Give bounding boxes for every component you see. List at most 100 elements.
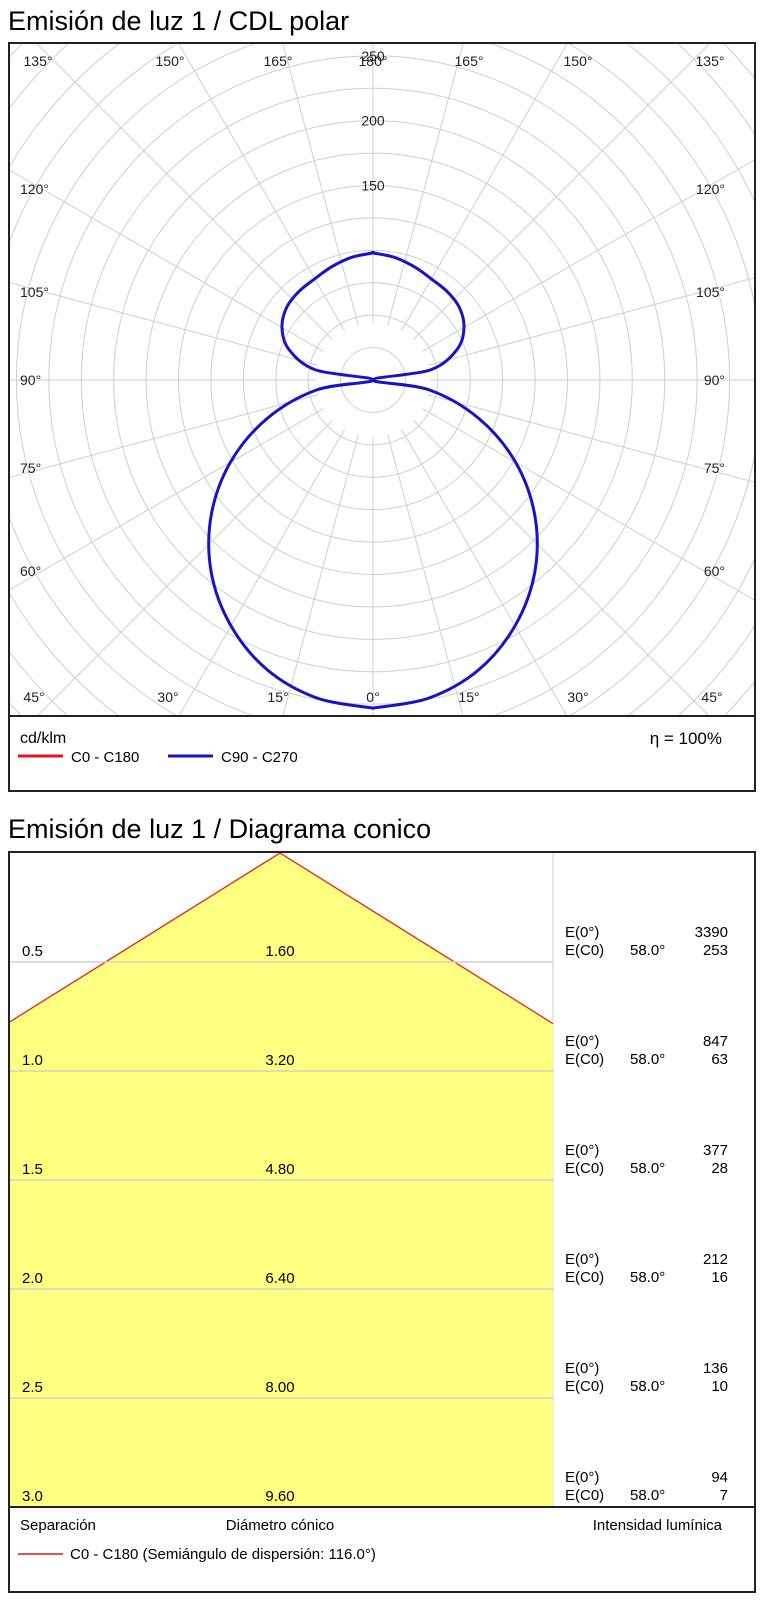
grid-spoke — [178, 429, 345, 716]
angle-label: 165° — [455, 53, 484, 69]
angle-label: 75° — [704, 460, 725, 476]
half-angle-value: 58.0° — [630, 1487, 665, 1504]
angle-label: 90° — [20, 372, 41, 388]
angle-label: 180° — [359, 53, 388, 69]
polar-chart: 150 200 250 135° 150° 165° 180° 165° 150° 135° 45°… — [10, 44, 754, 790]
ec0-label: E(C0) — [565, 1269, 604, 1286]
column-label-intensity: Intensidad lumínica — [593, 1517, 723, 1534]
grid-spoke — [178, 44, 345, 331]
cone-diameter-value: 3.20 — [265, 1052, 294, 1069]
grid-spoke — [387, 434, 464, 716]
grid-spoke — [401, 429, 568, 716]
grid-spoke — [282, 44, 359, 326]
e0-label: E(0°) — [565, 1033, 599, 1050]
separation-value: 0.5 — [22, 943, 43, 960]
angle-label: 60° — [704, 563, 725, 579]
angle-label: 150° — [564, 53, 593, 69]
angle-label: 75° — [20, 460, 41, 476]
series-curve-c90-c270 — [207, 250, 539, 710]
angle-label: 90° — [704, 372, 725, 388]
grid-spoke — [10, 394, 319, 478]
angle-label: 15° — [267, 689, 288, 705]
grid-circle — [340, 347, 406, 413]
half-angle-value: 58.0° — [630, 1160, 665, 1177]
illuminance-edge-value: 7 — [720, 1487, 728, 1504]
half-angle-value: 58.0° — [630, 942, 665, 959]
illuminance-center-value: 212 — [703, 1251, 728, 1268]
cone-diameter-value: 4.80 — [265, 1161, 294, 1178]
separation-value: 2.5 — [22, 1379, 43, 1396]
grid-circle — [10, 44, 754, 716]
grid-spoke — [422, 408, 754, 601]
cone-diameter-value: 6.40 — [265, 1270, 294, 1287]
grid-spoke — [427, 394, 754, 483]
illuminance-center-value: 847 — [703, 1033, 728, 1050]
legend-label: C0 - C180 — [71, 749, 139, 766]
unit-label: cd/klm — [20, 730, 66, 747]
angle-label: 120° — [696, 181, 725, 197]
polar-grid — [10, 44, 754, 790]
ec0-label: E(C0) — [565, 1160, 604, 1177]
grid-spoke — [427, 277, 754, 366]
illuminance-edge-value: 10 — [711, 1378, 728, 1395]
polar-chart-panel: 150 200 250 135° 150° 165° 180° 165° 150° 135° 45°… — [8, 42, 756, 792]
polar-chart-title: Emisión de luz 1 / CDL polar — [8, 6, 350, 36]
angle-label: 60° — [20, 563, 41, 579]
illuminance-edge-value: 63 — [711, 1051, 728, 1068]
angle-label: 135° — [24, 53, 53, 69]
ec0-label: E(C0) — [565, 942, 604, 959]
radial-tick-label: 200 — [361, 113, 385, 129]
radial-tick-label: 150 — [361, 178, 385, 194]
cone-diameter-value: 8.00 — [265, 1379, 294, 1396]
illuminance-center-value: 94 — [711, 1469, 728, 1486]
cone-diagram-title: Emisión de luz 1 / Diagrama conico — [8, 814, 432, 844]
angle-label: 15° — [458, 689, 479, 705]
angle-label: 120° — [20, 181, 49, 197]
grid-spoke — [387, 44, 464, 326]
e0-label: E(0°) — [565, 1360, 599, 1377]
e0-label: E(0°) — [565, 1469, 599, 1486]
grid-spoke — [10, 169, 324, 352]
column-label-separation: Separación — [20, 1517, 96, 1534]
grid-circle — [10, 44, 754, 716]
legend-label: C0 - C180 (Semiángulo de dispersión: 116… — [70, 1546, 376, 1563]
grid-circle — [10, 44, 754, 716]
angle-label: 0° — [366, 689, 379, 705]
e0-label: E(0°) — [565, 924, 599, 941]
angle-label: 45° — [701, 689, 722, 705]
grid-spoke — [10, 282, 319, 366]
column-label-diameter: Diámetro cónico — [226, 1517, 334, 1534]
cone-edge — [10, 853, 554, 1025]
angle-label: 135° — [696, 53, 725, 69]
grid-spoke — [422, 159, 754, 352]
illuminance-edge-value: 16 — [711, 1269, 728, 1286]
grid-spoke — [36, 44, 334, 341]
grid-spoke — [36, 419, 334, 716]
separation-value: 1.5 — [22, 1161, 43, 1178]
illuminance-center-value: 377 — [703, 1142, 728, 1159]
legend-label: C90 - C270 — [221, 749, 298, 766]
e0-label: E(0°) — [565, 1251, 599, 1268]
half-angle-value: 58.0° — [630, 1269, 665, 1286]
illuminance-edge-value: 253 — [703, 942, 728, 959]
angle-label: 150° — [156, 53, 185, 69]
half-angle-value: 58.0° — [630, 1051, 665, 1068]
illuminance-edge-value: 28 — [711, 1160, 728, 1177]
grid-circle — [10, 44, 754, 790]
cone-diameter-value: 9.60 — [265, 1488, 294, 1505]
grid-spoke — [412, 419, 710, 716]
illuminance-center-value: 136 — [703, 1360, 728, 1377]
grid-spoke — [10, 408, 324, 591]
efficiency-label: η = 100% — [650, 729, 722, 748]
grid-spoke — [282, 434, 359, 716]
half-angle-value: 58.0° — [630, 1378, 665, 1395]
angle-label: 30° — [567, 689, 588, 705]
grid-circle — [10, 44, 754, 716]
angle-label: 165° — [264, 53, 293, 69]
angle-label: 105° — [696, 284, 725, 300]
separation-value: 3.0 — [22, 1488, 43, 1505]
e0-label: E(0°) — [565, 1142, 599, 1159]
separation-value: 2.0 — [22, 1270, 43, 1287]
ec0-label: E(C0) — [565, 1378, 604, 1395]
